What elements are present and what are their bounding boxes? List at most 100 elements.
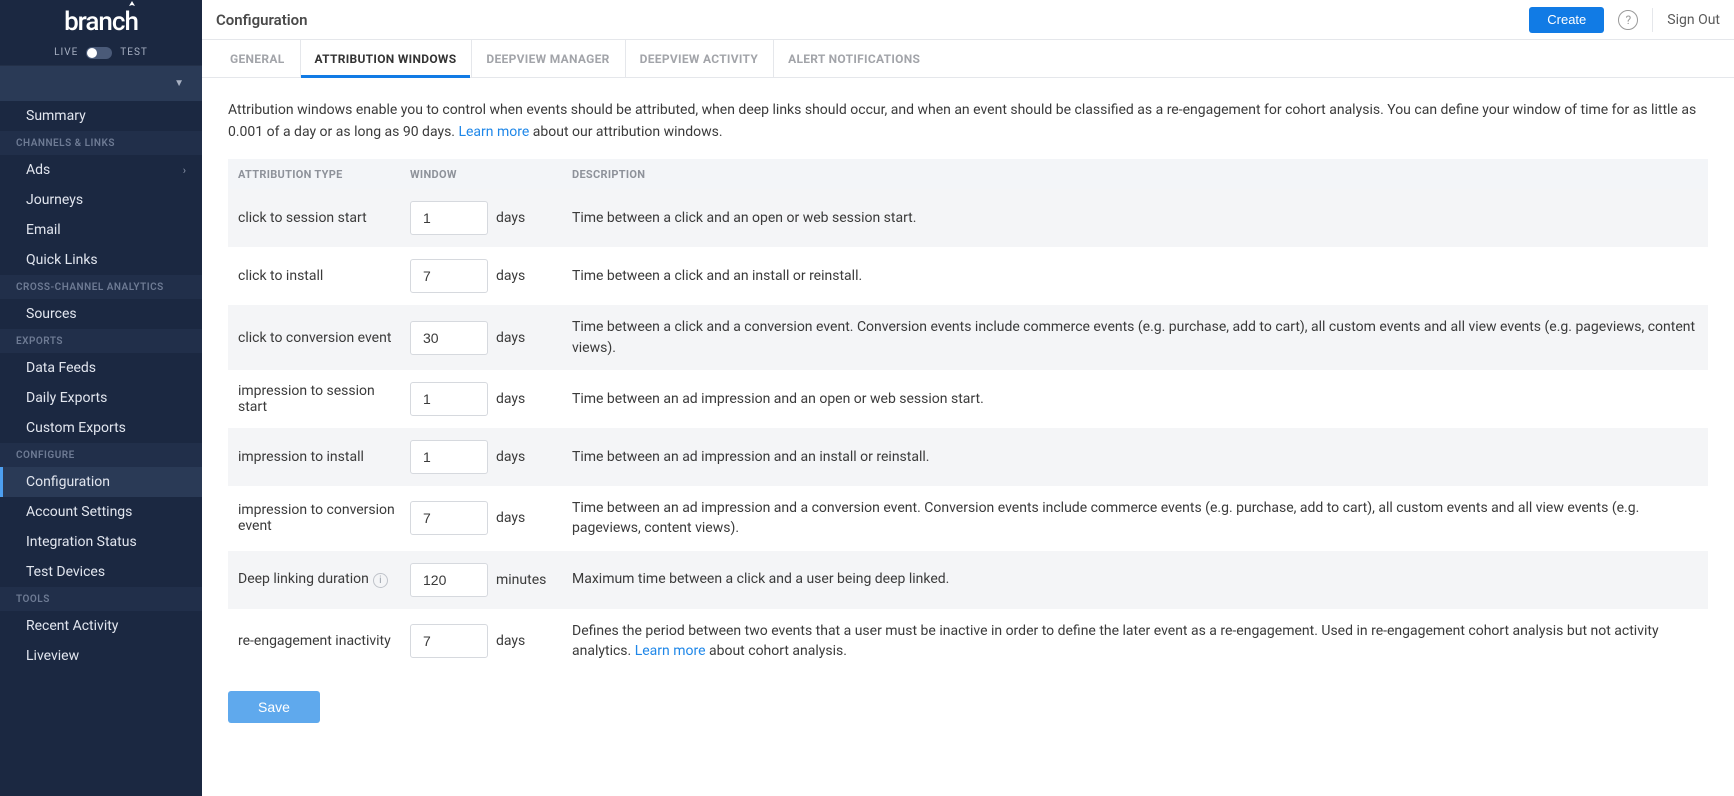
sidebar: branch LIVE TEST ▼ Summary CHANNELS & LI… xyxy=(0,0,202,796)
attribution-type-label: impression to conversion event xyxy=(238,502,395,534)
env-toggle-knob xyxy=(87,48,97,58)
env-toggle-pill[interactable] xyxy=(86,47,112,59)
sidebar-item-quick-links[interactable]: Quick Links xyxy=(0,245,202,275)
description-cell: Time between a click and a conversion ev… xyxy=(572,317,1708,358)
help-icon[interactable]: ? xyxy=(1618,10,1638,30)
window-cell: days xyxy=(410,259,572,293)
config-tabs: GENERALATTRIBUTION WINDOWSDEEPVIEW MANAG… xyxy=(202,40,1734,78)
header-window: WINDOW xyxy=(410,168,572,181)
sidebar-item-label: Test Devices xyxy=(26,564,105,580)
page-title: Configuration xyxy=(216,11,308,29)
sidebar-section-header: CHANNELS & LINKS xyxy=(0,131,202,155)
attribution-table: ATTRIBUTION TYPE WINDOW DESCRIPTION clic… xyxy=(228,159,1708,673)
window-input[interactable] xyxy=(410,501,488,535)
description-cell: Time between a click and an install or r… xyxy=(572,266,1708,286)
attribution-type-label: Deep linking duration xyxy=(238,571,369,587)
window-unit: days xyxy=(496,449,525,465)
tab-general[interactable]: GENERAL xyxy=(216,40,300,77)
attribution-type-cell: Deep linking duration i xyxy=(228,571,410,588)
chevron-down-icon: ▼ xyxy=(174,78,184,89)
sidebar-item-custom-exports[interactable]: Custom Exports xyxy=(0,413,202,443)
learn-more-link[interactable]: Learn more xyxy=(635,643,706,659)
window-input[interactable] xyxy=(410,201,488,235)
description-cell: Maximum time between a click and a user … xyxy=(572,569,1708,589)
window-input[interactable] xyxy=(410,440,488,474)
description-cell: Time between a click and an open or web … xyxy=(572,208,1708,228)
sidebar-item-test-devices[interactable]: Test Devices xyxy=(0,557,202,587)
window-input[interactable] xyxy=(410,624,488,658)
sidebar-item-configuration[interactable]: Configuration xyxy=(0,467,202,497)
attribution-type-cell: click to install xyxy=(228,268,410,284)
sidebar-item-liveview[interactable]: Liveview xyxy=(0,641,202,671)
topbar-right: Create ? Sign Out xyxy=(1529,7,1720,33)
window-cell: days xyxy=(410,624,572,658)
sidebar-item-data-feeds[interactable]: Data Feeds xyxy=(0,353,202,383)
attribution-type-label: impression to session start xyxy=(238,383,375,415)
window-input[interactable] xyxy=(410,563,488,597)
sidebar-item-label: Data Feeds xyxy=(26,360,96,376)
attribution-type-label: click to conversion event xyxy=(238,330,391,346)
table-row: impression to conversion event days Time b… xyxy=(228,486,1708,551)
sidebar-section-header: TOOLS xyxy=(0,587,202,611)
header-attribution-type: ATTRIBUTION TYPE xyxy=(228,168,410,181)
sidebar-item-journeys[interactable]: Journeys xyxy=(0,185,202,215)
window-unit: days xyxy=(496,330,525,346)
tab-deepview-activity[interactable]: DEEPVIEW ACTIVITY xyxy=(625,40,773,77)
app-selector[interactable]: ▼ xyxy=(0,66,202,101)
intro-text-2: about our attribution windows. xyxy=(529,124,722,140)
main: Configuration Create ? Sign Out GENERALA… xyxy=(202,0,1734,796)
table-row: click to session start days Time between a… xyxy=(228,189,1708,247)
table-header: ATTRIBUTION TYPE WINDOW DESCRIPTION xyxy=(228,159,1708,189)
tab-attribution-windows[interactable]: ATTRIBUTION WINDOWS xyxy=(300,40,472,77)
sidebar-item-label: Quick Links xyxy=(26,252,98,268)
sidebar-item-label: Custom Exports xyxy=(26,420,126,436)
description-cell: Defines the period between two events th… xyxy=(572,621,1708,662)
env-toggle[interactable]: LIVE TEST xyxy=(0,40,202,66)
window-input[interactable] xyxy=(410,321,488,355)
sign-out-link[interactable]: Sign Out xyxy=(1667,12,1720,28)
tab-deepview-manager[interactable]: DEEPVIEW MANAGER xyxy=(471,40,624,77)
sidebar-section-header: CROSS-CHANNEL ANALYTICS xyxy=(0,275,202,299)
sidebar-item-ads[interactable]: Ads› xyxy=(0,155,202,185)
sidebar-item-label: Account Settings xyxy=(26,504,132,520)
attribution-type-cell: re-engagement inactivity xyxy=(228,633,410,649)
chevron-right-icon: › xyxy=(183,164,186,177)
info-icon[interactable]: i xyxy=(373,573,388,588)
window-cell: days xyxy=(410,440,572,474)
header-description: DESCRIPTION xyxy=(572,168,1708,181)
window-cell: days xyxy=(410,501,572,535)
sidebar-item-label: Sources xyxy=(26,306,77,322)
sidebar-item-account-settings[interactable]: Account Settings xyxy=(0,497,202,527)
table-row: click to installdaysTime between a click… xyxy=(228,247,1708,305)
save-button[interactable]: Save xyxy=(228,691,320,723)
window-input[interactable] xyxy=(410,259,488,293)
sidebar-item-daily-exports[interactable]: Daily Exports xyxy=(0,383,202,413)
sidebar-item-sources[interactable]: Sources xyxy=(0,299,202,329)
learn-more-link[interactable]: Learn more xyxy=(458,124,529,140)
brand-logo: branch xyxy=(64,7,138,37)
sidebar-section-header: CONFIGURE xyxy=(0,443,202,467)
window-input[interactable] xyxy=(410,382,488,416)
tab-alert-notifications[interactable]: ALERT NOTIFICATIONS xyxy=(773,40,935,77)
attribution-type-label: impression to install xyxy=(238,449,364,465)
env-live-label: LIVE xyxy=(54,47,78,58)
sidebar-item-label: Liveview xyxy=(26,648,79,664)
attribution-type-cell: impression to install xyxy=(228,449,410,465)
attribution-type-cell: impression to session start xyxy=(228,383,410,415)
description-cell: Time between an ad impression and a conv… xyxy=(572,498,1708,539)
sidebar-item-recent-activity[interactable]: Recent Activity xyxy=(0,611,202,641)
create-button[interactable]: Create xyxy=(1529,7,1604,33)
sidebar-item-summary[interactable]: Summary xyxy=(0,101,202,131)
content: Attribution windows enable you to contro… xyxy=(202,78,1734,796)
attribution-type-label: click to session start xyxy=(238,210,367,226)
window-unit: days xyxy=(496,210,525,226)
window-unit: days xyxy=(496,510,525,526)
window-unit: days xyxy=(496,633,525,649)
intro-text-1: Attribution windows enable you to contro… xyxy=(228,102,1696,140)
table-row: Deep linking durationiminutesMaximum tim… xyxy=(228,551,1708,609)
logo-area: branch xyxy=(0,0,202,40)
sidebar-item-email[interactable]: Email xyxy=(0,215,202,245)
sidebar-item-integration-status[interactable]: Integration Status xyxy=(0,527,202,557)
sidebar-item-label: Recent Activity xyxy=(26,618,118,634)
table-row: re-engagement inactivity days Defines the … xyxy=(228,609,1708,674)
